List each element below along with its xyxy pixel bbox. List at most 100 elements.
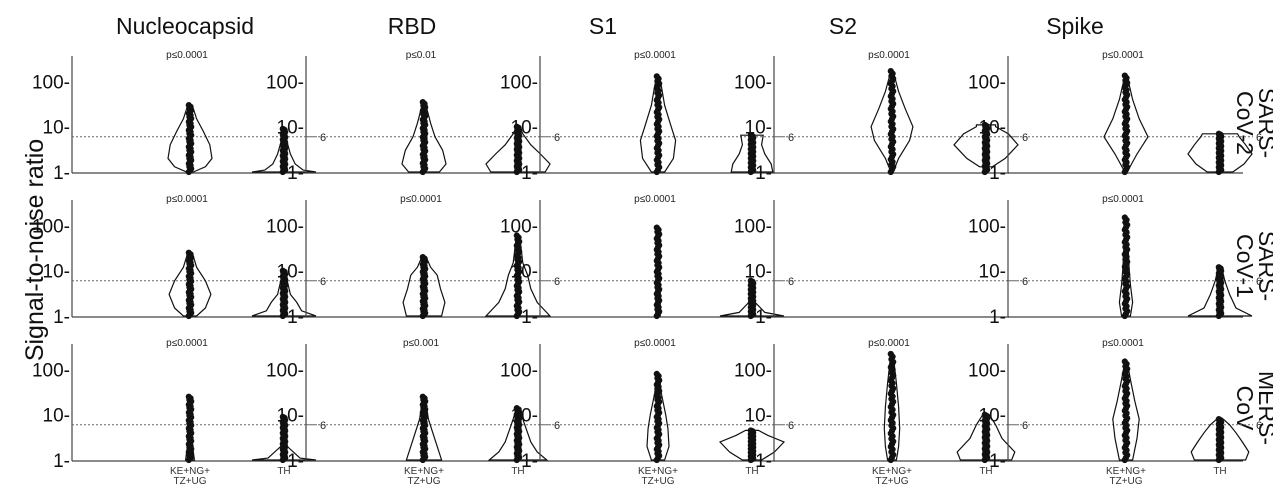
threshold-label: 6 bbox=[320, 420, 326, 432]
data-point bbox=[513, 405, 520, 412]
violin-1 bbox=[718, 429, 786, 461]
p-value-label: p≤0.0001 bbox=[1102, 194, 1144, 205]
y-tick-label: 1- bbox=[287, 451, 304, 472]
threshold-label: 6 bbox=[554, 276, 560, 288]
row-label-line: SARS- bbox=[1254, 231, 1273, 301]
column-title-3: S2 bbox=[829, 13, 857, 39]
threshold-label: 6 bbox=[1022, 132, 1028, 144]
panel-0-1: 1- 10- 100- 6 p≤0.01 bbox=[266, 50, 560, 184]
x-category-label: TZ+UG bbox=[875, 476, 908, 487]
p-value-label: p≤0.0001 bbox=[400, 194, 442, 205]
data-point bbox=[1215, 416, 1222, 423]
x-category-label: KE+NG+ bbox=[404, 466, 444, 477]
threshold-label: 6 bbox=[320, 276, 326, 288]
panel-2-3: 1- 10- 100- 6 p≤0.0001 KE+NG+TZ+UG TH bbox=[734, 338, 1028, 487]
y-tick-label: 1- bbox=[755, 451, 772, 472]
p-value-label: p≤0.0001 bbox=[1102, 338, 1144, 349]
violin-1 bbox=[730, 134, 774, 173]
y-tick-label: 100- bbox=[734, 216, 772, 237]
y-tick-label: 1- bbox=[287, 307, 304, 328]
row-label-line: CoV bbox=[1232, 386, 1258, 431]
y-tick-label: 100- bbox=[500, 360, 538, 381]
y-tick-label: 10- bbox=[43, 118, 70, 139]
p-value-label: p≤0.0001 bbox=[868, 50, 910, 61]
y-tick-label: 1- bbox=[521, 163, 538, 184]
threshold-label: 6 bbox=[788, 132, 794, 144]
y-tick-label: 100- bbox=[734, 72, 772, 93]
data-point bbox=[1121, 72, 1128, 79]
x-category-label: TZ+UG bbox=[1109, 476, 1142, 487]
column-title-4: Spike bbox=[1046, 13, 1104, 39]
y-tick-label: 1- bbox=[989, 307, 1006, 328]
data-point bbox=[1121, 214, 1128, 221]
x-category-label: KE+NG+ bbox=[872, 466, 912, 477]
panel-2-2: 1- 10- 100- 6 p≤0.0001 KE+NG+TZ+UG TH bbox=[500, 338, 794, 487]
violin-1 bbox=[1187, 133, 1253, 173]
data-point bbox=[887, 350, 894, 358]
x-category-label: TH bbox=[277, 466, 290, 477]
y-tick-label: 1- bbox=[53, 163, 70, 184]
y-tick-label: 1- bbox=[521, 451, 538, 472]
y-tick-label: 100- bbox=[32, 216, 70, 237]
column-titles: Nucleocapsid RBD S1 S2 Spike bbox=[116, 13, 1104, 39]
y-tick-label: 10- bbox=[979, 262, 1006, 283]
threshold-label: 6 bbox=[554, 132, 560, 144]
column-title-2: S1 bbox=[589, 13, 617, 39]
row-label-0: SARS-CoV-2 bbox=[1232, 88, 1273, 158]
y-tick-label: 10- bbox=[745, 406, 772, 427]
column-title-0: Nucleocapsid bbox=[116, 13, 254, 39]
data-point bbox=[419, 254, 426, 261]
row-label-2: MERS-CoV bbox=[1232, 371, 1273, 445]
y-tick-label: 1- bbox=[521, 307, 538, 328]
y-tick-label: 100- bbox=[500, 216, 538, 237]
panel-1-1: 1- 10- 100- 6 p≤0.0001 bbox=[266, 194, 560, 328]
panel-1-0: 1- 10- 100- 6 p≤0.0001 bbox=[32, 194, 326, 328]
data-point bbox=[279, 267, 286, 274]
y-tick-label: 10- bbox=[511, 118, 538, 139]
panel-2-4: 1- 10- 100- 6 p≤0.0001 KE+NG+TZ+UG TH bbox=[968, 338, 1262, 487]
data-point bbox=[887, 67, 894, 75]
p-value-label: p≤0.001 bbox=[403, 338, 440, 349]
row-label-line: SARS- bbox=[1254, 88, 1273, 158]
data-point bbox=[653, 224, 660, 231]
y-axis-label: Signal-to-noise ratio bbox=[21, 139, 49, 361]
p-value-label: p≤0.0001 bbox=[868, 338, 910, 349]
x-category-label: KE+NG+ bbox=[1106, 466, 1146, 477]
violin-1 bbox=[953, 124, 1019, 168]
p-value-label: p≤0.01 bbox=[406, 50, 437, 61]
y-tick-label: 1- bbox=[989, 163, 1006, 184]
y-tick-label: 100- bbox=[266, 72, 304, 93]
y-tick-label: 100- bbox=[968, 72, 1006, 93]
data-point bbox=[185, 393, 192, 400]
panel-2-1: 1- 10- 100- 6 p≤0.001 KE+NG+TZ+UG TH bbox=[266, 338, 560, 487]
row-label-line: CoV-2 bbox=[1232, 91, 1258, 155]
x-category-label: TH bbox=[745, 466, 758, 477]
y-tick-label: 1- bbox=[53, 307, 70, 328]
column-title-1: RBD bbox=[388, 13, 437, 39]
data-point bbox=[981, 411, 988, 418]
x-category-label: TZ+UG bbox=[407, 476, 440, 487]
threshold-label: 6 bbox=[788, 420, 794, 432]
data-point bbox=[1121, 358, 1128, 365]
threshold-label: 6 bbox=[320, 132, 326, 144]
y-tick-label: 1- bbox=[53, 451, 70, 472]
y-tick-label: 100- bbox=[266, 360, 304, 381]
p-value-label: p≤0.0001 bbox=[166, 194, 208, 205]
threshold-label: 6 bbox=[1022, 276, 1028, 288]
row-label-line: CoV-1 bbox=[1232, 234, 1258, 298]
panel-1-3: 1- 10- 100- 6 bbox=[734, 200, 1028, 328]
threshold-label: 6 bbox=[1256, 276, 1262, 288]
y-tick-label: 100- bbox=[968, 216, 1006, 237]
threshold-label: 6 bbox=[788, 276, 794, 288]
data-point bbox=[185, 249, 192, 256]
p-value-label: p≤0.0001 bbox=[634, 50, 676, 61]
panel-0-2: 1- 10- 100- 6 p≤0.0001 bbox=[500, 50, 794, 184]
data-point bbox=[419, 99, 426, 106]
y-tick-label: 100- bbox=[32, 360, 70, 381]
x-category-label: TZ+UG bbox=[173, 476, 206, 487]
y-tick-label: 10- bbox=[43, 262, 70, 283]
panel-0-0: 1- 10- 100- 6 p≤0.0001 bbox=[32, 50, 326, 184]
x-category-label: KE+NG+ bbox=[638, 466, 678, 477]
